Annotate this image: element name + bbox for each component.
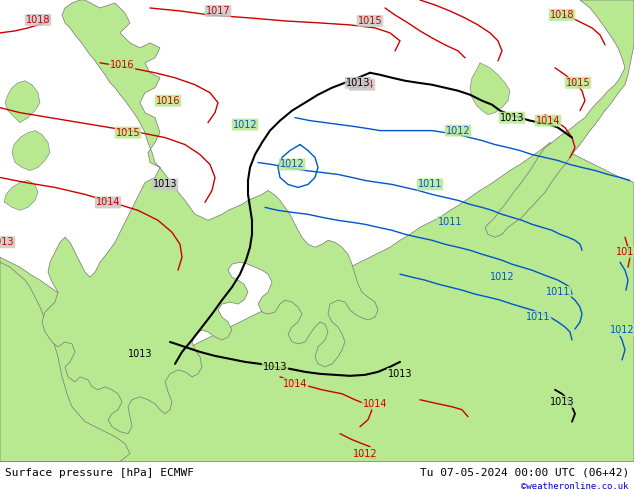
Text: 1012: 1012 bbox=[489, 272, 514, 282]
Text: 1012: 1012 bbox=[353, 449, 377, 459]
Text: 1015: 1015 bbox=[566, 78, 590, 88]
Text: 1012: 1012 bbox=[610, 325, 634, 335]
Polygon shape bbox=[0, 143, 634, 462]
Text: 1017: 1017 bbox=[205, 6, 230, 16]
Text: ©weatheronline.co.uk: ©weatheronline.co.uk bbox=[521, 482, 629, 490]
Text: 1013: 1013 bbox=[388, 369, 412, 379]
Text: 1014: 1014 bbox=[283, 379, 307, 389]
Text: 1011: 1011 bbox=[526, 312, 550, 322]
Text: 1013: 1013 bbox=[550, 397, 574, 407]
Text: 1013: 1013 bbox=[262, 362, 287, 372]
Text: 1016: 1016 bbox=[156, 96, 180, 106]
Text: 1013: 1013 bbox=[127, 349, 152, 359]
Text: 1012: 1012 bbox=[233, 120, 257, 130]
Text: 1014: 1014 bbox=[96, 197, 120, 207]
Polygon shape bbox=[42, 0, 378, 434]
Polygon shape bbox=[12, 131, 50, 171]
Polygon shape bbox=[485, 0, 634, 237]
Text: 1013: 1013 bbox=[346, 78, 370, 88]
Text: Tu 07-05-2024 00:00 UTC (06+42): Tu 07-05-2024 00:00 UTC (06+42) bbox=[420, 468, 629, 478]
Text: 1014: 1014 bbox=[536, 116, 560, 125]
Text: Surface pressure [hPa] ECMWF: Surface pressure [hPa] ECMWF bbox=[5, 468, 194, 478]
Text: 1012: 1012 bbox=[446, 125, 470, 136]
Polygon shape bbox=[470, 63, 510, 115]
Text: 1013: 1013 bbox=[0, 237, 14, 247]
Text: 1015: 1015 bbox=[115, 127, 140, 138]
Text: 1018: 1018 bbox=[26, 15, 50, 25]
Text: 1014: 1014 bbox=[363, 399, 387, 409]
Text: 1014: 1014 bbox=[350, 80, 374, 90]
Text: 1015: 1015 bbox=[358, 16, 382, 26]
Polygon shape bbox=[5, 81, 40, 122]
Text: 1018: 1018 bbox=[550, 10, 574, 20]
Text: 1013: 1013 bbox=[500, 113, 524, 122]
Polygon shape bbox=[0, 262, 130, 462]
Text: 1011: 1011 bbox=[437, 218, 462, 227]
Text: 1011: 1011 bbox=[418, 179, 443, 190]
Polygon shape bbox=[4, 180, 38, 210]
Text: 1013: 1013 bbox=[153, 179, 178, 190]
Text: 1012: 1012 bbox=[280, 159, 304, 170]
Text: 1016: 1016 bbox=[110, 60, 134, 70]
Text: 1011: 1011 bbox=[546, 287, 570, 297]
Text: 1010: 1010 bbox=[616, 247, 634, 257]
